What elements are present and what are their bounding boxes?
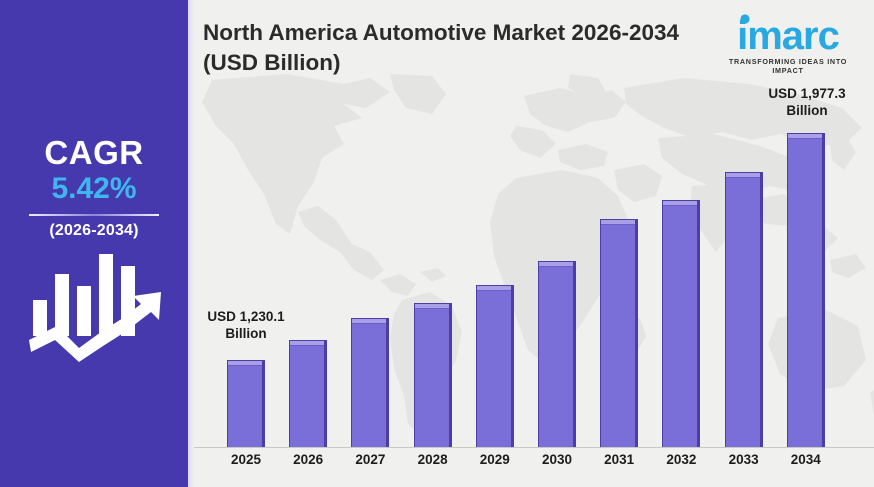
svg-text:imarc: imarc bbox=[737, 14, 839, 56]
bar-body-2027 bbox=[351, 318, 394, 452]
bar-cap-2032 bbox=[663, 201, 698, 206]
imarc-logo-tagline: TRANSFORMING IDEAS INTO IMPACT bbox=[728, 57, 848, 75]
bar-cap-2031 bbox=[601, 220, 636, 225]
bar-shadow-2025 bbox=[231, 365, 269, 452]
cagr-period: (2026-2034) bbox=[49, 222, 139, 240]
bar-2030 bbox=[538, 261, 580, 452]
world-map-watermark bbox=[202, 74, 874, 436]
axis-label-2030: 2030 bbox=[541, 452, 573, 467]
bars-layer bbox=[194, 74, 874, 452]
bar-body-2030 bbox=[538, 261, 580, 452]
bar-2025 bbox=[227, 360, 269, 452]
axis-label-2027: 2027 bbox=[355, 452, 386, 467]
bar-cap-2030 bbox=[539, 262, 573, 267]
bar-cap-2034 bbox=[787, 134, 822, 139]
x-axis-labels: 2025 2026 2027 2028 2029 2030 2031 2032 2033 2034 bbox=[194, 452, 874, 478]
chart-baseline bbox=[194, 447, 874, 448]
panel-edge-divider bbox=[188, 0, 194, 487]
value-callout-2034: USD 1,977.3 Billion bbox=[752, 86, 862, 120]
bar-cap-2028 bbox=[414, 304, 449, 309]
bar-body-2026 bbox=[289, 340, 332, 452]
bar-body-2029 bbox=[475, 285, 518, 452]
bar-body-2031 bbox=[600, 219, 643, 452]
bar-cap-2033 bbox=[725, 173, 760, 178]
bar-2033 bbox=[724, 172, 767, 452]
axis-label-2029: 2029 bbox=[479, 452, 510, 467]
bar-body-2025 bbox=[227, 360, 269, 452]
cagr-divider bbox=[29, 214, 159, 217]
bar-2028 bbox=[413, 303, 456, 452]
bar-shadow-2026 bbox=[293, 345, 332, 452]
bar-shadow-2030 bbox=[542, 266, 580, 452]
axis-label-2028: 2028 bbox=[417, 452, 448, 467]
callout-last-line1: USD 1,977.3 bbox=[768, 86, 846, 101]
bar-shadow-2034 bbox=[790, 138, 829, 452]
bar-2026 bbox=[289, 340, 332, 452]
page-title: North America Automotive Market 2026-203… bbox=[203, 20, 680, 75]
imarc-logo: imarc TRANSFORMING IDEAS INTO IMPACT bbox=[714, 12, 862, 75]
bar-body-2033 bbox=[724, 172, 767, 452]
callout-last-line2: Billion bbox=[786, 102, 828, 118]
bar-shadow-2027 bbox=[355, 323, 394, 452]
imarc-logo-mark: imarc bbox=[737, 14, 840, 56]
bar-shadow-2028 bbox=[417, 308, 456, 452]
cagr-sidebar: CAGR 5.42% (2026-2034) bbox=[0, 0, 188, 487]
bar-2029 bbox=[475, 285, 518, 452]
callout-first-line1: USD 1,230.1 bbox=[207, 309, 285, 324]
bar-cap-2029 bbox=[476, 286, 511, 291]
cagr-label: CAGR bbox=[44, 134, 144, 171]
axis-label-2026: 2026 bbox=[293, 452, 324, 467]
bar-2032 bbox=[662, 200, 705, 452]
cagr-value: 5.42% bbox=[51, 171, 137, 205]
axis-label-2033: 2033 bbox=[728, 452, 759, 467]
bar-cap-2026 bbox=[290, 341, 325, 346]
axis-label-2032: 2032 bbox=[666, 452, 697, 467]
bar-shadow-2032 bbox=[666, 205, 705, 452]
callout-first-line2: Billion bbox=[225, 325, 267, 341]
axis-label-2025: 2025 bbox=[230, 452, 262, 467]
axis-label-2034: 2034 bbox=[790, 452, 821, 467]
bar-cap-2025 bbox=[228, 361, 262, 366]
bar-shadow-2033 bbox=[728, 177, 767, 452]
bar-body-2028 bbox=[413, 303, 456, 452]
bar-chart-growth-arrow-icon bbox=[27, 252, 167, 364]
bar-2034 bbox=[786, 133, 829, 452]
bar-shadow-2029 bbox=[479, 290, 518, 452]
chart-plot-area bbox=[194, 74, 874, 452]
bar-body-2034 bbox=[786, 133, 829, 452]
cagr-block: CAGR 5.42% (2026-2034) bbox=[0, 134, 188, 240]
axis-label-2031: 2031 bbox=[604, 452, 635, 467]
bar-cap-2027 bbox=[352, 319, 387, 324]
bar-2031 bbox=[600, 219, 643, 452]
bar-body-2032 bbox=[662, 200, 705, 452]
bar-shadow-2031 bbox=[604, 224, 643, 452]
bar-2027 bbox=[351, 318, 394, 452]
value-callout-2025: USD 1,230.1 Billion bbox=[196, 309, 296, 343]
